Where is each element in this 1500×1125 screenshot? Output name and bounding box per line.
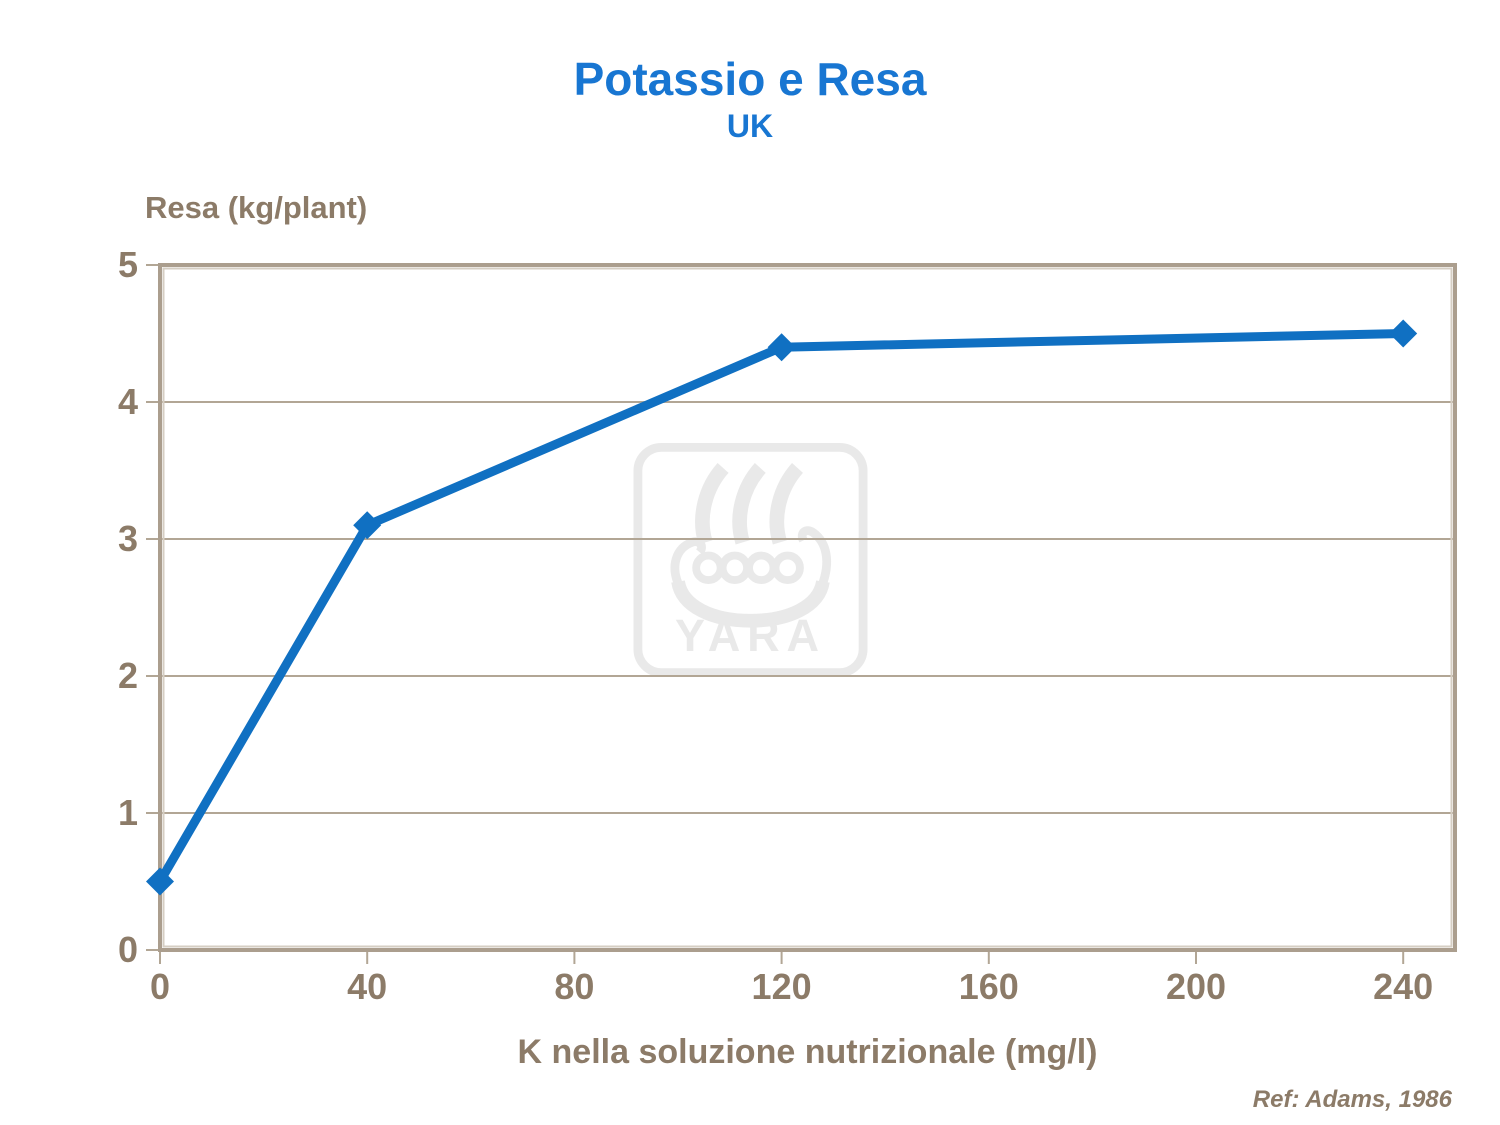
chart-title: Potassio e Resa <box>573 53 927 105</box>
y-axis-title: Resa (kg/plant) <box>145 190 368 225</box>
x-tick-label: 40 <box>347 966 388 1007</box>
x-tick-label: 0 <box>149 966 171 1007</box>
y-tick-label: 2 <box>117 655 138 696</box>
y-tick-label: 1 <box>117 792 138 833</box>
data-point-marker <box>1389 319 1418 348</box>
x-tick-label: 200 <box>1165 966 1227 1007</box>
x-tick-label: 80 <box>554 966 595 1007</box>
chart-subtitle: UK <box>726 108 774 144</box>
data-point-marker <box>146 867 174 896</box>
y-tick-label: 3 <box>117 518 138 559</box>
x-tick-label: 160 <box>958 966 1019 1007</box>
data-point-marker <box>767 333 796 362</box>
yara-logo-icon: YARA <box>633 442 868 678</box>
x-axis-title: K nella soluzione nutrizionale (mg/l) <box>517 1033 1098 1071</box>
yara-watermark: YARA <box>633 440 868 680</box>
y-tick-label: 5 <box>117 244 138 285</box>
reference-citation: Ref: Adams, 1986 <box>1252 1086 1452 1113</box>
data-point-marker <box>353 511 382 540</box>
viking-ship-icon <box>670 463 832 628</box>
y-tick-label: 0 <box>117 929 138 970</box>
watermark-wordmark: YARA <box>675 610 826 661</box>
x-tick-label: 120 <box>751 966 812 1007</box>
x-tick-label: 240 <box>1373 966 1434 1007</box>
y-tick-label: 4 <box>117 381 138 422</box>
